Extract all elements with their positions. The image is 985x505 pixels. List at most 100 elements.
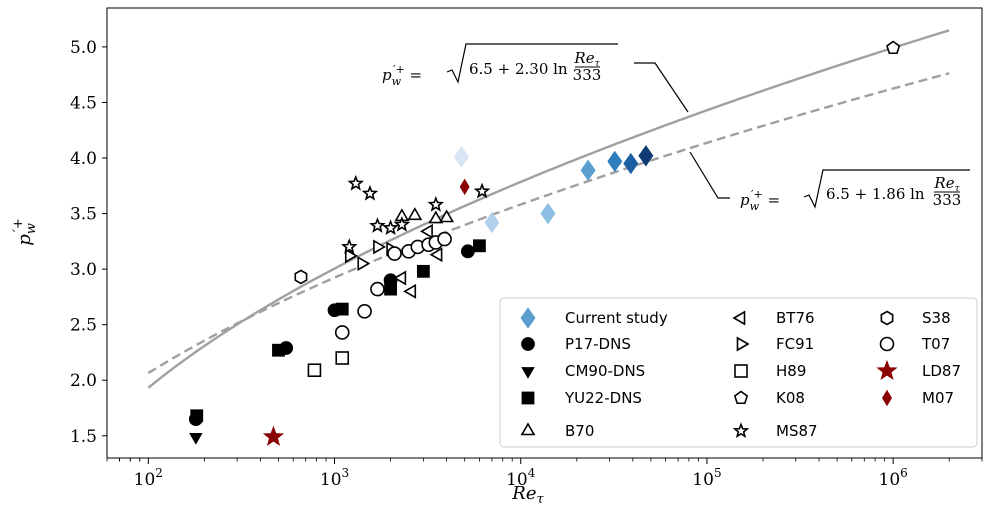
point-ms87 [427, 195, 445, 212]
point-yu22-dns [473, 239, 486, 253]
y-tick-label: 3.5 [70, 205, 97, 225]
svg-text:333: 333 [573, 66, 602, 84]
point-k08 [886, 40, 901, 55]
x-tick-label: 103 [320, 466, 349, 490]
point-ms87 [393, 215, 411, 232]
legend-label-m07: M07 [922, 389, 954, 407]
legend-marker-b70 [520, 422, 536, 436]
legend-label-k08: K08 [776, 389, 805, 407]
point-t07 [334, 325, 350, 340]
svg-text:6.5 + 1.86 ln: 6.5 + 1.86 ln [826, 185, 925, 203]
legend-label-yu22-dns: YU22-DNS [564, 389, 642, 407]
legend-marker-t07 [879, 336, 895, 352]
legend-label-t07: T07 [921, 335, 950, 353]
point-ms87 [361, 184, 379, 201]
legend: Current study P17-DNS CM90-DNS YU22-DNS B70 B… [499, 297, 978, 448]
point-yu22-dns [190, 409, 204, 423]
legend-label-h89: H89 [776, 362, 806, 380]
legend-marker-current-study [520, 307, 536, 329]
y-tick-label: 4.0 [70, 149, 97, 169]
point-h89 [307, 363, 322, 378]
legend-marker-s38 [880, 310, 894, 326]
svg-text:Reτ: Reτ [573, 49, 600, 69]
svg-text:pw′+ =: pw′+ = [382, 63, 422, 88]
legend-label-ld87: LD87 [922, 362, 961, 380]
plot-frame [106, 7, 983, 459]
legend-marker-bt76 [732, 310, 746, 326]
point-t07 [357, 304, 372, 319]
point-t07 [437, 231, 452, 247]
x-tick-label: 102 [134, 466, 163, 490]
legend-label-fc91: FC91 [776, 335, 814, 353]
fit-curve-dashed [147, 72, 950, 375]
point-ms87 [473, 182, 491, 199]
x-tick-label: 105 [692, 466, 721, 490]
legend-marker-fc91 [736, 336, 750, 352]
point-bt76 [403, 283, 417, 299]
point-b70 [407, 207, 423, 221]
x-axis-label: Reτ [511, 483, 544, 505]
y-axis-label: pw′+ [11, 218, 39, 246]
point-m07 [459, 178, 470, 196]
point-current-study [580, 159, 596, 181]
point-fc91 [344, 248, 358, 264]
point-cm90-dns [189, 432, 203, 445]
point-s38 [294, 269, 308, 285]
point-current-study [638, 145, 654, 167]
point-b70 [439, 209, 455, 223]
point-bt76 [419, 223, 433, 239]
svg-text:pw′+ =: pw′+ = [740, 188, 780, 213]
legend-marker-ld87 [876, 359, 898, 381]
point-yu22-dns [384, 282, 397, 296]
legend-marker-cm90-dns [521, 367, 535, 379]
y-tick-label: 2.5 [70, 316, 97, 336]
point-ld87 [262, 425, 285, 446]
point-current-study [623, 152, 639, 175]
svg-text:6.5 + 2.30 ln: 6.5 + 2.30 ln [469, 60, 568, 78]
formula-solid-curve: pw′+ = 6.5 + 2.30 ln Reτ 333 [382, 43, 689, 113]
point-ms87 [369, 217, 386, 233]
legend-marker-ms87 [732, 422, 750, 439]
point-current-study [453, 146, 469, 168]
y-tick-label: 2.0 [70, 371, 97, 391]
legend-marker-p17-dns [521, 337, 535, 351]
fit-curves [147, 29, 950, 389]
point-current-study [540, 202, 556, 225]
legend-label-bt76: BT76 [776, 309, 815, 327]
legend-label-b70: B70 [565, 422, 594, 440]
point-h89 [335, 351, 350, 365]
x-tick-label: 106 [879, 466, 908, 490]
point-t07 [370, 281, 385, 297]
data-points [188, 40, 901, 446]
point-t07 [387, 246, 402, 261]
point-bt76 [429, 247, 443, 263]
legend-marker-yu22-dns [521, 391, 535, 405]
point-ms87 [382, 219, 399, 236]
svg-text:Reτ: Reτ [933, 174, 960, 194]
formula-dashed-curve: pw′+ = 6.5 + 1.86 ln Reτ 333 [689, 151, 970, 213]
svg-text:333: 333 [933, 191, 962, 209]
point-yu22-dns [335, 302, 349, 316]
legend-marker-h89 [734, 364, 748, 378]
legend-marker-k08 [733, 390, 749, 405]
point-yu22-dns [272, 343, 285, 357]
point-bt76 [393, 270, 407, 286]
y-tick-label: 3.0 [70, 260, 97, 280]
legend-marker-m07 [882, 389, 892, 407]
y-tick-label: 5.0 [70, 38, 97, 58]
legend-label-s38: S38 [922, 309, 951, 327]
fit-curve-solid [147, 29, 950, 389]
legend-label-p17-dns: P17-DNS [565, 335, 631, 353]
point-ms87 [347, 174, 365, 191]
point-ms87 [340, 238, 358, 254]
y-tick-label: 1.5 [70, 427, 97, 447]
legend-label-current-study: Current study [565, 309, 668, 327]
point-p17-dns [460, 244, 475, 259]
point-yu22-dns [416, 264, 430, 278]
point-current-study [484, 211, 500, 234]
point-current-study [607, 150, 623, 173]
point-fc91 [373, 239, 387, 255]
point-fc91 [357, 256, 371, 272]
legend-label-ms87: MS87 [776, 422, 818, 440]
